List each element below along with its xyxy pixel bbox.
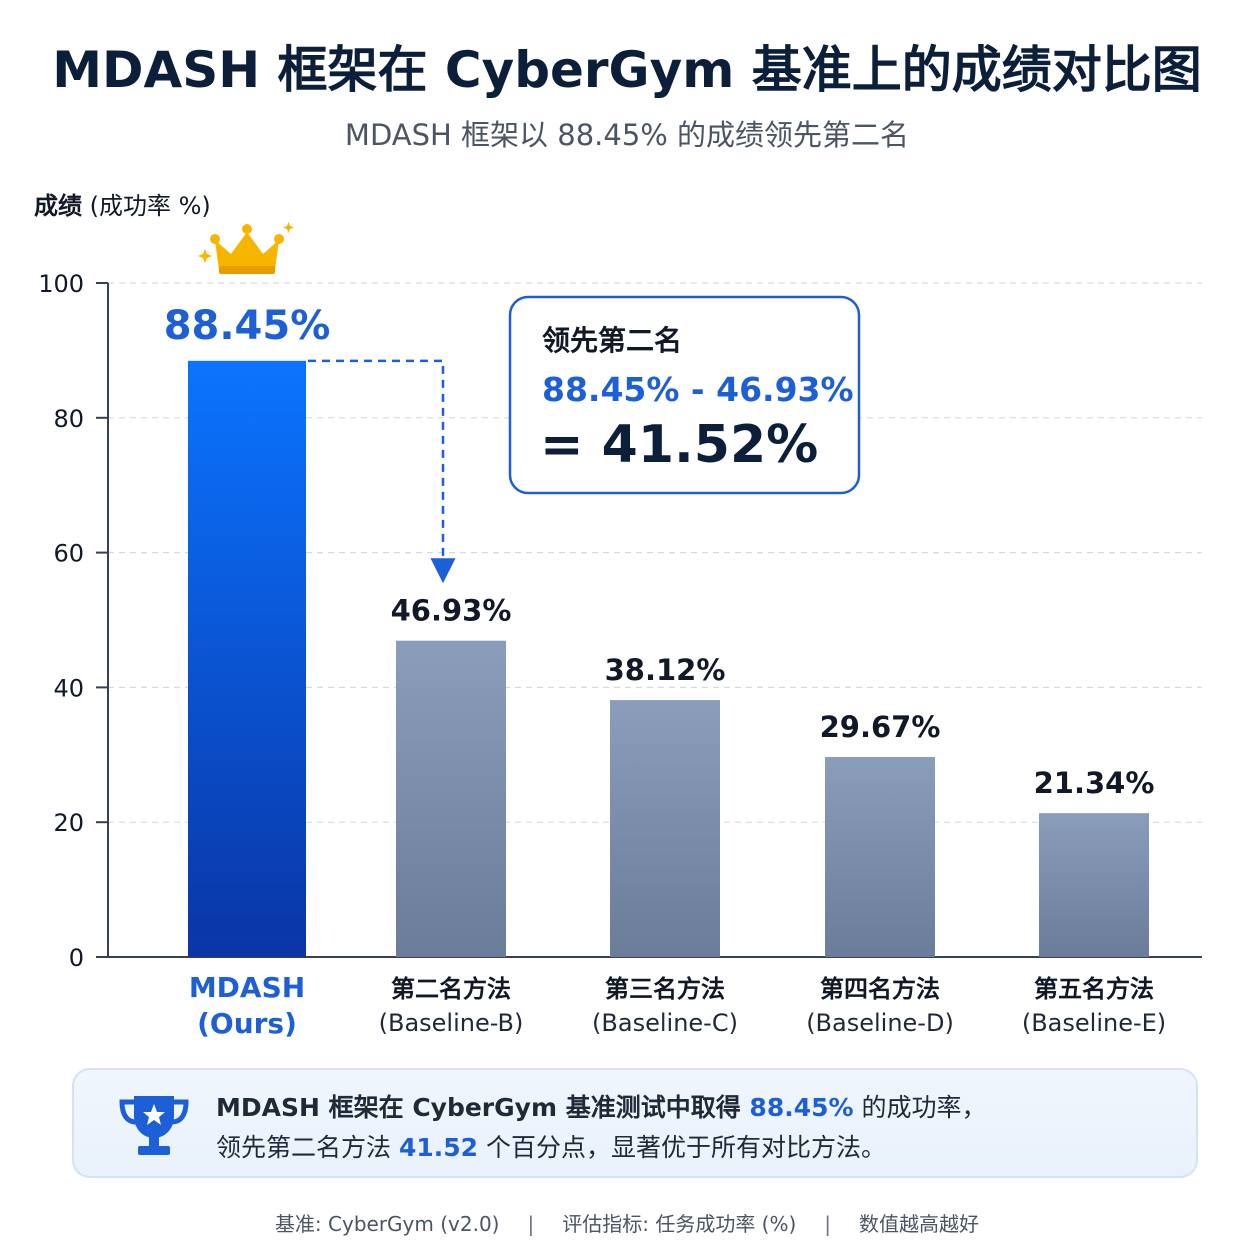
summary-line-1-text: MDASH 框架在 CyberGym 基准测试中取得	[216, 1093, 750, 1122]
x-tick-label: (Baseline-C)	[592, 1009, 738, 1037]
y-tick-label: 60	[53, 540, 84, 568]
summary-line-2-tail: 个百分点，显著优于所有对比方法。	[478, 1133, 886, 1162]
crown-icon	[198, 222, 294, 274]
footer-separator: |	[824, 1212, 832, 1236]
y-tick-label: 20	[53, 809, 84, 837]
trophy-icon	[116, 1090, 192, 1164]
data-label: 29.67%	[820, 710, 941, 744]
x-tick-label: 第五名方法	[1034, 975, 1154, 1003]
data-label: 88.45%	[164, 303, 331, 349]
x-tick-label: 第四名方法	[820, 975, 940, 1003]
y-tick-label: 40	[53, 674, 84, 702]
crown-jewel	[242, 224, 252, 234]
bar-5	[1039, 813, 1149, 957]
x-tick-label: (Ours)	[197, 1007, 297, 1040]
data-label: 38.12%	[605, 653, 726, 687]
difference-arrow	[308, 359, 456, 584]
bar-1	[188, 360, 306, 957]
x-tick-label: (Baseline-B)	[379, 1009, 524, 1037]
sparkle-icon	[283, 222, 294, 233]
footer-benchmark: 基准: CyberGym (v2.0)	[274, 1212, 500, 1236]
summary-text: MDASH 框架在 CyberGym 基准测试中取得 88.45% 的成功率， …	[216, 1088, 1176, 1168]
annotation-result: = 41.52%	[540, 415, 818, 475]
summary-line-2-text: 领先第二名方法	[216, 1133, 399, 1162]
x-tick-label: MDASH	[189, 971, 305, 1004]
annotation-heading: 领先第二名	[542, 324, 682, 357]
crown-base	[219, 266, 275, 274]
y-tick-label: 100	[38, 270, 84, 298]
y-tick-label: 80	[53, 405, 84, 433]
annotation-formula: 88.45% - 46.93%	[542, 370, 854, 409]
x-tick-label: (Baseline-D)	[806, 1009, 954, 1037]
footer-metric: 评估指标: 任务成功率 (%)	[562, 1212, 797, 1236]
bar-chart: 0 20 40 60 80 100 88.45% MDASH(Ours) 46.93% 第二名方…	[38, 222, 1202, 1040]
y-tick-label: 0	[69, 944, 84, 972]
summary-box: MDASH 框架在 CyberGym 基准测试中取得 88.45% 的成功率， …	[72, 1068, 1198, 1178]
page-subtitle: MDASH 框架以 88.45% 的成绩领先第二名	[344, 118, 910, 152]
footer: 基准: CyberGym (v2.0) | 评估指标: 任务成功率 (%) | 数值越高…	[0, 1208, 1254, 1237]
footer-note: 数值越高越好	[859, 1212, 980, 1236]
bar-3	[610, 700, 720, 957]
crown-jewel	[210, 234, 220, 244]
y-axis-label-bold: 成绩	[34, 192, 82, 220]
y-axis-label-unit: (成功率 %)	[82, 192, 211, 220]
bar-2	[396, 640, 506, 957]
summary-line-1: MDASH 框架在 CyberGym 基准测试中取得 88.45% 的成功率，	[216, 1088, 1176, 1128]
data-label: 21.34%	[1034, 766, 1155, 800]
footer-separator: |	[527, 1212, 535, 1236]
x-tick-label: 第三名方法	[605, 975, 725, 1003]
bar-4	[825, 757, 935, 957]
x-tick-label: (Baseline-E)	[1022, 1009, 1166, 1037]
summary-success-rate: 88.45%	[749, 1093, 854, 1122]
crown-jewel	[274, 234, 284, 244]
crown-shape	[215, 232, 279, 270]
summary-line-2: 领先第二名方法 41.52 个百分点，显著优于所有对比方法。	[216, 1128, 1176, 1168]
annotation-box	[508, 295, 861, 495]
x-tick-label: 第二名方法	[391, 975, 511, 1003]
summary-lead-points: 41.52	[398, 1133, 479, 1162]
page-title: MDASH 框架在 CyberGym 基准上的成绩对比图	[52, 41, 1202, 99]
sparkle-icon	[198, 249, 212, 263]
summary-line-1-tail: 的成功率，	[853, 1093, 987, 1122]
y-axis-label: 成绩 (成功率 %)	[34, 186, 211, 221]
data-label: 46.93%	[391, 594, 512, 628]
